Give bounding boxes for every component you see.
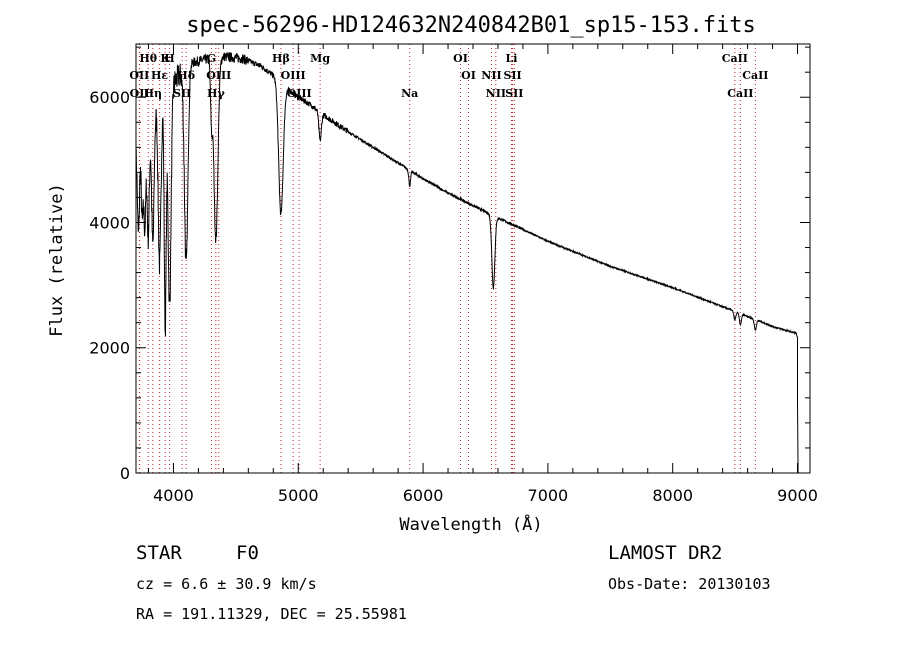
line-marker-label: CaII (727, 87, 753, 100)
redshift-readout: cz = 6.6 ± 30.9 km/s (136, 575, 317, 593)
spectral-subclass: F0 (236, 542, 259, 564)
line-marker-label: OI (461, 69, 476, 82)
line-marker-label: Hε (151, 69, 168, 82)
line-marker-label: CaII (742, 69, 768, 82)
x-tick-label: 9000 (777, 486, 818, 505)
line-marker-label: G (207, 52, 216, 65)
observation-date: Obs-Date: 20130103 (608, 575, 771, 593)
line-marker-label: OIII (287, 87, 312, 100)
line-marker-label: OIII (206, 69, 231, 82)
line-marker-label: Hθ (139, 52, 157, 65)
spectrum-line (135, 51, 799, 474)
x-tick-label: 8000 (652, 486, 693, 505)
plot-frame (135, 43, 811, 474)
line-marker-label: NII (481, 69, 501, 82)
chart-title: spec-56296-HD124632N240842B01_sp15-153.f… (186, 13, 756, 38)
line-marker-label: SII (505, 87, 523, 100)
line-marker-label: Na (401, 87, 418, 100)
x-tick-label: 6000 (403, 486, 444, 505)
line-marker-label: SII (503, 69, 521, 82)
coordinates-readout: RA = 191.11329, DEC = 25.55981 (136, 605, 407, 623)
x-tick-label: 7000 (528, 486, 569, 505)
y-axis-ticks: 0 2000 4000 6000 (89, 46, 810, 483)
x-tick-label: 4000 (153, 486, 194, 505)
line-marker-label: CaII (722, 52, 748, 65)
survey-name: LAMOST DR2 (608, 542, 722, 564)
line-marker-label: OII (129, 69, 149, 82)
line-marker-label: Mg (310, 52, 330, 65)
x-axis-label: Wavelength (Å) (399, 513, 542, 535)
object-class: STAR (136, 542, 182, 564)
y-tick-label: 4000 (89, 213, 130, 232)
line-marker-label: K (160, 52, 170, 65)
line-marker-label: Li (505, 52, 517, 65)
y-tick-label: 0 (120, 464, 130, 483)
line-marker-label: OIII (281, 69, 306, 82)
x-axis-ticks: 4000 5000 6000 7000 8000 9000 (147, 44, 818, 505)
line-marker-label: OI (453, 52, 468, 65)
y-axis-label: Flux (relative) (47, 183, 67, 337)
y-tick-label: 6000 (89, 88, 130, 107)
line-marker-label: H (164, 52, 174, 65)
x-tick-label: 5000 (278, 486, 319, 505)
line-marker-label: Hη (144, 87, 162, 100)
line-marker-lines (138, 44, 756, 473)
y-tick-label: 2000 (89, 339, 130, 358)
line-marker-label: NII (486, 87, 506, 100)
line-marker-label: Hγ (207, 87, 225, 100)
line-marker-label: Hβ (272, 52, 290, 65)
